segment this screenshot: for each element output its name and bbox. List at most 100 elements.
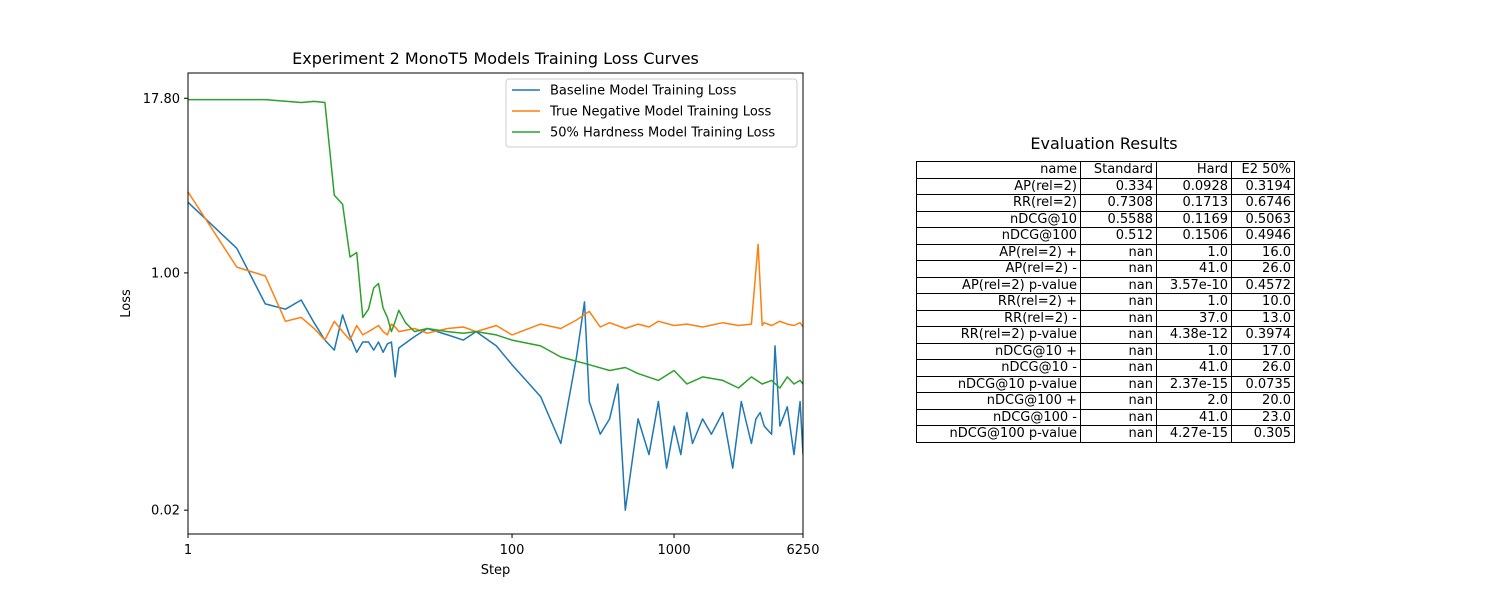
table-cell: RR(rel=2): [916, 194, 1081, 212]
table-cell: 26.0: [1231, 260, 1295, 278]
series-line-2: [188, 191, 803, 341]
series-line-3: [188, 98, 803, 389]
legend-label-2: True Negative Model Training Loss: [549, 105, 772, 120]
table-cell: name: [916, 161, 1081, 179]
x-tick-label: 6250: [786, 543, 819, 558]
table-cell: 0.5588: [1080, 210, 1157, 228]
table-cell: nDCG@100 +: [916, 392, 1081, 410]
table-cell: 0.4946: [1231, 227, 1295, 245]
table-cell: nDCG@10 -: [916, 359, 1081, 377]
legend-label-1: Baseline Model Training Loss: [550, 84, 737, 99]
table-row: RR(rel=2) + nan 1.0 10.0: [916, 293, 1295, 311]
table-cell: nan: [1080, 243, 1157, 261]
table-cell: nan: [1080, 326, 1157, 344]
y-tick-label: 0.02: [151, 504, 180, 519]
table-cell: 0.1506: [1156, 227, 1232, 245]
table-cell: Hard: [1156, 161, 1232, 179]
table-header-row: name Standard Hard E2 50%: [916, 161, 1295, 179]
table-cell: 0.5063: [1231, 210, 1295, 228]
legend: Baseline Model Training Loss True Negativ…: [505, 78, 798, 148]
table-row: nDCG@100 + nan 2.0 20.0: [916, 392, 1295, 410]
table-cell: 0.512: [1080, 227, 1157, 245]
table-row: nDCG@10 - nan 41.0 26.0: [916, 359, 1295, 377]
table-cell: 0.6746: [1231, 194, 1295, 212]
table-cell: 1.0: [1156, 243, 1232, 261]
legend-label-3: 50% Hardness Model Training Loss: [550, 126, 775, 141]
x-tick-label: 1: [184, 543, 192, 558]
table-cell: 26.0: [1231, 359, 1295, 377]
table-row: nDCG@100 p-value nan 4.27e-15 0.305: [916, 425, 1295, 443]
table-cell: 17.0: [1231, 342, 1295, 360]
table-cell: AP(rel=2) p-value: [916, 276, 1081, 294]
table-cell: nan: [1080, 408, 1157, 426]
table-row: AP(rel=2) + nan 1.0 16.0: [916, 243, 1295, 261]
table-cell: nan: [1080, 425, 1157, 443]
table-cell: 0.7308: [1080, 194, 1157, 212]
x-axis: 1 100 1000 6250: [184, 534, 820, 558]
table-cell: 4.38e-12: [1156, 326, 1232, 344]
table-cell: 0.334: [1080, 177, 1157, 195]
table-title: Evaluation Results: [1030, 134, 1178, 153]
table-row: RR(rel=2) - nan 37.0 13.0: [916, 309, 1295, 327]
series-layer: [188, 98, 803, 511]
table-cell: nDCG@10: [916, 210, 1081, 228]
y-tick-label: 1.00: [151, 266, 180, 281]
plot-frame: [187, 72, 804, 535]
table-cell: 0.0735: [1231, 375, 1295, 393]
table-cell: 16.0: [1231, 243, 1295, 261]
table-row: nDCG@10 p-value nan 2.37e-15 0.0735: [916, 375, 1295, 393]
table-cell: nan: [1080, 260, 1157, 278]
table-cell: 4.27e-15: [1156, 425, 1232, 443]
legend-box: [505, 78, 798, 148]
table-cell: 1.0: [1156, 342, 1232, 360]
table-cell: 1.0: [1156, 293, 1232, 311]
table-cell: 0.3194: [1231, 177, 1295, 195]
table-cell: 23.0: [1231, 408, 1295, 426]
table-cell: 20.0: [1231, 392, 1295, 410]
table-cell: 2.37e-15: [1156, 375, 1232, 393]
table-row: RR(rel=2) 0.7308 0.1713 0.6746: [916, 194, 1295, 212]
table-cell: AP(rel=2) -: [916, 260, 1081, 278]
table-cell: 0.4572: [1231, 276, 1295, 294]
table-cell: nan: [1080, 293, 1157, 311]
table-row: nDCG@100 - nan 41.0 23.0: [916, 408, 1295, 426]
table-cell: RR(rel=2) +: [916, 293, 1081, 311]
y-axis: 0.02 1.00 17.80: [143, 92, 188, 519]
x-axis-title: Step: [481, 563, 511, 578]
table-cell: nDCG@10 p-value: [916, 375, 1081, 393]
series-line-1: [188, 201, 803, 511]
table-cell: 41.0: [1156, 260, 1232, 278]
table-cell: AP(rel=2) +: [916, 243, 1081, 261]
table-cell: 0.305: [1231, 425, 1295, 443]
table-row: RR(rel=2) p-value nan 4.38e-12 0.3974: [916, 326, 1295, 344]
table-row: AP(rel=2) 0.334 0.0928 0.3194: [916, 177, 1295, 195]
table-cell: nan: [1080, 359, 1157, 377]
table-cell: nDCG@100 p-value: [916, 425, 1081, 443]
table-cell: 0.0928: [1156, 177, 1232, 195]
chart-title: Experiment 2 MonoT5 Models Training Loss…: [292, 49, 699, 68]
table-cell: nan: [1080, 342, 1157, 360]
table-cell: nan: [1080, 375, 1157, 393]
table-cell: 0.1169: [1156, 210, 1232, 228]
table-cell: nan: [1080, 392, 1157, 410]
x-tick-label: 100: [500, 543, 525, 558]
table-cell: 0.1713: [1156, 194, 1232, 212]
table-cell: AP(rel=2): [916, 177, 1081, 195]
table-cell: 2.0: [1156, 392, 1232, 410]
table-cell: RR(rel=2) -: [916, 309, 1081, 327]
table-cell: 3.57e-10: [1156, 276, 1232, 294]
table-cell: nDCG@100: [916, 227, 1081, 245]
table-row: AP(rel=2) - nan 41.0 26.0: [916, 260, 1295, 278]
table-cell: 37.0: [1156, 309, 1232, 327]
table-row: AP(rel=2) p-value nan 3.57e-10 0.4572: [916, 276, 1295, 294]
y-axis-title: Loss: [119, 289, 134, 318]
table-cell: 0.3974: [1231, 326, 1295, 344]
table-cell: nDCG@100 -: [916, 408, 1081, 426]
table-cell: Standard: [1080, 161, 1157, 179]
table-cell: 13.0: [1231, 309, 1295, 327]
table-cell: 41.0: [1156, 408, 1232, 426]
table-cell: nan: [1080, 276, 1157, 294]
table-row: nDCG@10 0.5588 0.1169 0.5063: [916, 210, 1295, 228]
table-row: nDCG@100 0.512 0.1506 0.4946: [916, 227, 1295, 245]
